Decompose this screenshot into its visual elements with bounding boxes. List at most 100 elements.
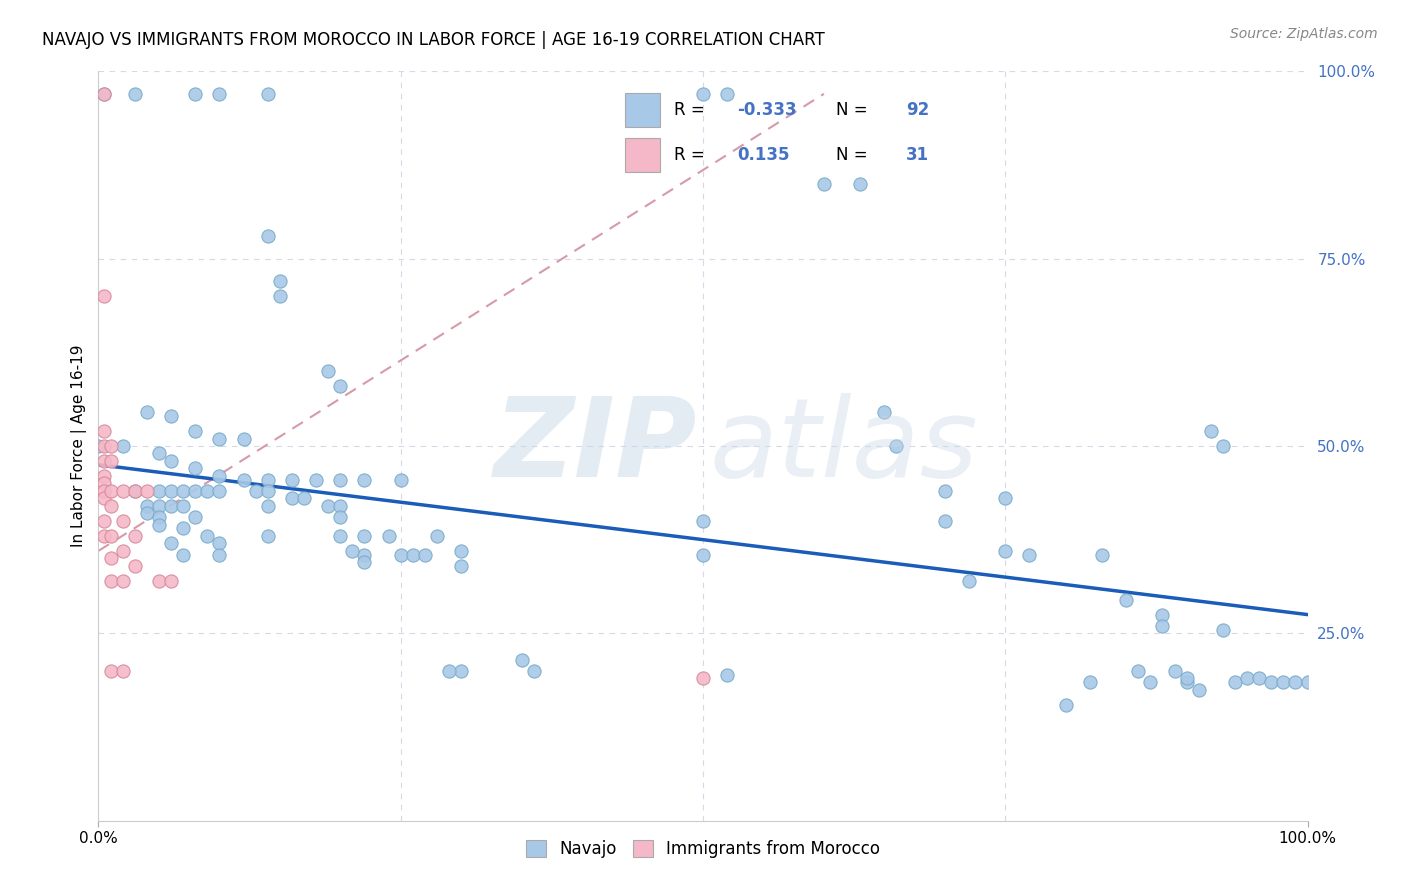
Point [1018,548,1040,562]
Point [100,454,122,468]
Point [353,473,375,487]
Point [256,473,278,487]
Point [692,87,714,101]
Point [957,574,980,588]
Point [172,483,194,498]
Point [437,664,460,678]
Point [256,483,278,498]
Point [281,491,304,506]
Point [281,473,304,487]
Point [93,491,115,506]
Point [450,544,472,558]
Point [1249,671,1271,685]
Point [1054,698,1077,712]
Point [93,483,115,498]
Point [135,483,157,498]
Point [124,558,146,573]
Point [135,405,157,419]
Point [184,483,207,498]
Point [208,432,231,446]
Point [1236,671,1258,685]
Point [1152,607,1174,622]
Point [111,544,134,558]
Point [813,177,835,191]
Point [994,491,1017,506]
Point [1272,675,1295,690]
Point [184,510,207,524]
Point [208,483,231,498]
Point [1260,675,1282,690]
Point [329,510,352,524]
Point [160,409,183,423]
Point [93,476,115,491]
Point [256,529,278,543]
Point [172,521,194,535]
Point [450,664,472,678]
Point [124,483,146,498]
Point [93,289,115,303]
Point [716,667,738,681]
Text: ZIP: ZIP [494,392,697,500]
Point [329,499,352,513]
Point [100,664,122,678]
Point [148,574,170,588]
Point [172,548,194,562]
Point [389,473,412,487]
Point [100,483,122,498]
Point [1212,439,1234,453]
Point [1163,664,1185,678]
Point [256,499,278,513]
Point [316,499,339,513]
Point [93,439,115,453]
Point [195,529,218,543]
Point [208,469,231,483]
Point [100,551,122,566]
Point [124,87,146,101]
Point [160,536,183,550]
Point [994,544,1017,558]
Point [184,461,207,475]
Point [1212,623,1234,637]
Point [100,529,122,543]
Text: NAVAJO VS IMMIGRANTS FROM MOROCCO IN LABOR FORCE | AGE 16-19 CORRELATION CHART: NAVAJO VS IMMIGRANTS FROM MOROCCO IN LAB… [42,31,825,49]
Point [160,574,183,588]
Point [1175,671,1198,685]
Point [450,558,472,573]
Point [160,454,183,468]
Point [1284,675,1306,690]
Point [100,574,122,588]
Point [305,473,328,487]
Point [93,454,115,468]
Point [208,87,231,101]
Point [93,514,115,528]
Point [849,177,872,191]
Text: atlas: atlas [709,392,977,500]
Legend: Navajo, Immigrants from Morocco: Navajo, Immigrants from Morocco [519,833,887,864]
Point [1199,424,1222,438]
Point [389,548,412,562]
Point [269,274,291,288]
Point [1223,675,1246,690]
Point [329,379,352,393]
Point [377,529,399,543]
Point [329,473,352,487]
Point [1152,619,1174,633]
Point [148,517,170,532]
Point [934,514,956,528]
Point [148,499,170,513]
Point [135,507,157,521]
Point [353,529,375,543]
Point [111,439,134,453]
Point [148,446,170,460]
Point [111,483,134,498]
Point [413,548,436,562]
Point [87,439,110,453]
Point [245,483,267,498]
Point [353,555,375,569]
Point [1078,675,1101,690]
Point [886,439,908,453]
Point [256,229,278,244]
Point [1188,682,1211,697]
Point [195,483,218,498]
Point [124,483,146,498]
